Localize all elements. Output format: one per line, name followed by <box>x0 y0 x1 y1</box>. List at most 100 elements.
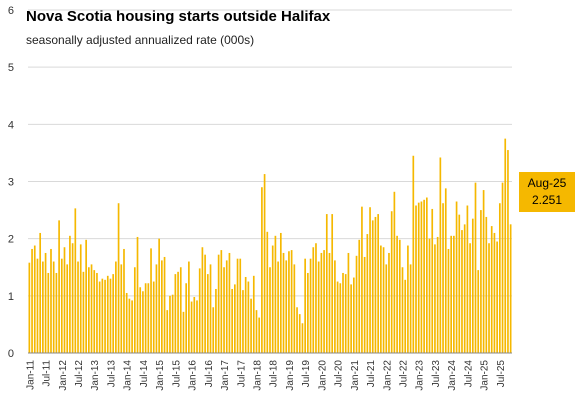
bar <box>363 256 366 353</box>
bar <box>507 150 509 353</box>
bar <box>223 267 225 353</box>
bar <box>206 274 209 353</box>
bar <box>90 264 93 353</box>
bar <box>415 205 417 353</box>
bar <box>52 261 55 353</box>
bar <box>458 214 461 353</box>
bar <box>301 323 304 353</box>
bar <box>231 288 233 353</box>
x-tick-label: Jan-25 <box>480 360 491 391</box>
bar <box>55 272 58 353</box>
bar <box>58 220 60 353</box>
bar <box>190 301 193 353</box>
bar <box>498 203 501 353</box>
bar <box>60 258 63 353</box>
bar <box>104 279 106 353</box>
bar <box>461 230 463 353</box>
bar <box>196 300 198 353</box>
bar <box>474 182 477 353</box>
bar <box>155 264 158 353</box>
x-tick-label: Jan-20 <box>317 360 328 391</box>
bar <box>88 267 90 353</box>
bar <box>212 307 215 353</box>
bar <box>355 255 358 353</box>
bar <box>128 298 131 353</box>
bar <box>282 252 285 353</box>
bar <box>261 187 263 353</box>
bar <box>442 203 444 353</box>
x-tick-label: Jul-12 <box>74 360 85 388</box>
bar <box>482 190 485 353</box>
bar <box>404 279 407 353</box>
bar <box>239 258 242 353</box>
bar <box>96 272 98 353</box>
bar <box>477 270 480 353</box>
bar <box>490 226 493 353</box>
x-tick-label: Jan-18 <box>252 360 263 391</box>
bar <box>409 264 412 353</box>
bar <box>334 260 336 353</box>
bar <box>388 252 390 353</box>
bar <box>317 261 320 353</box>
x-tick-label: Jul-22 <box>398 360 409 388</box>
bar <box>63 247 66 353</box>
bar <box>398 239 401 353</box>
bar <box>352 277 355 353</box>
bars <box>28 138 512 354</box>
bar <box>252 275 255 353</box>
bar <box>150 248 152 353</box>
bar <box>407 245 409 353</box>
bar <box>369 207 371 353</box>
bar <box>455 201 458 353</box>
bar <box>139 287 142 353</box>
x-tick-label: Jan-16 <box>188 360 199 391</box>
bar <box>220 250 223 353</box>
bar <box>344 274 347 353</box>
bar <box>423 199 425 353</box>
bar <box>496 241 498 353</box>
bar <box>123 248 125 353</box>
x-tick-label: Jan-22 <box>382 360 393 391</box>
bar <box>263 174 266 353</box>
bar <box>36 258 39 353</box>
bar <box>209 264 212 353</box>
bar <box>201 247 204 353</box>
x-tick-label: Jan-17 <box>220 360 231 391</box>
bar <box>198 268 201 353</box>
bar <box>236 258 239 353</box>
bar <box>493 232 496 353</box>
bar <box>485 216 488 353</box>
bar <box>277 261 279 353</box>
y-tick-label: 4 <box>8 119 14 131</box>
chart-subtitle: seasonally adjusted annualized rate (000… <box>26 33 255 47</box>
bar <box>358 239 361 353</box>
bar <box>315 243 317 353</box>
bar <box>269 267 271 353</box>
bar <box>247 281 250 353</box>
x-tick-label: Jul-18 <box>269 360 280 388</box>
bar <box>255 310 258 354</box>
bar <box>453 235 455 353</box>
bar <box>439 157 442 353</box>
bar <box>188 261 190 353</box>
bar <box>177 271 179 353</box>
bar <box>144 283 147 353</box>
bar <box>225 260 228 353</box>
x-tick-label: Jan-19 <box>285 360 296 391</box>
bar <box>382 247 385 353</box>
bar <box>166 310 169 354</box>
bar <box>101 278 104 353</box>
bar <box>31 248 33 353</box>
bar <box>266 231 269 353</box>
bar <box>509 224 512 353</box>
bar <box>112 274 115 353</box>
x-tick-label: Jul-19 <box>301 360 312 388</box>
bar <box>42 261 44 353</box>
bar <box>50 248 52 353</box>
bar <box>393 191 396 353</box>
bar <box>274 235 277 353</box>
bar <box>271 245 274 353</box>
bar <box>463 224 466 354</box>
bar <box>434 244 436 353</box>
bar <box>77 261 79 353</box>
